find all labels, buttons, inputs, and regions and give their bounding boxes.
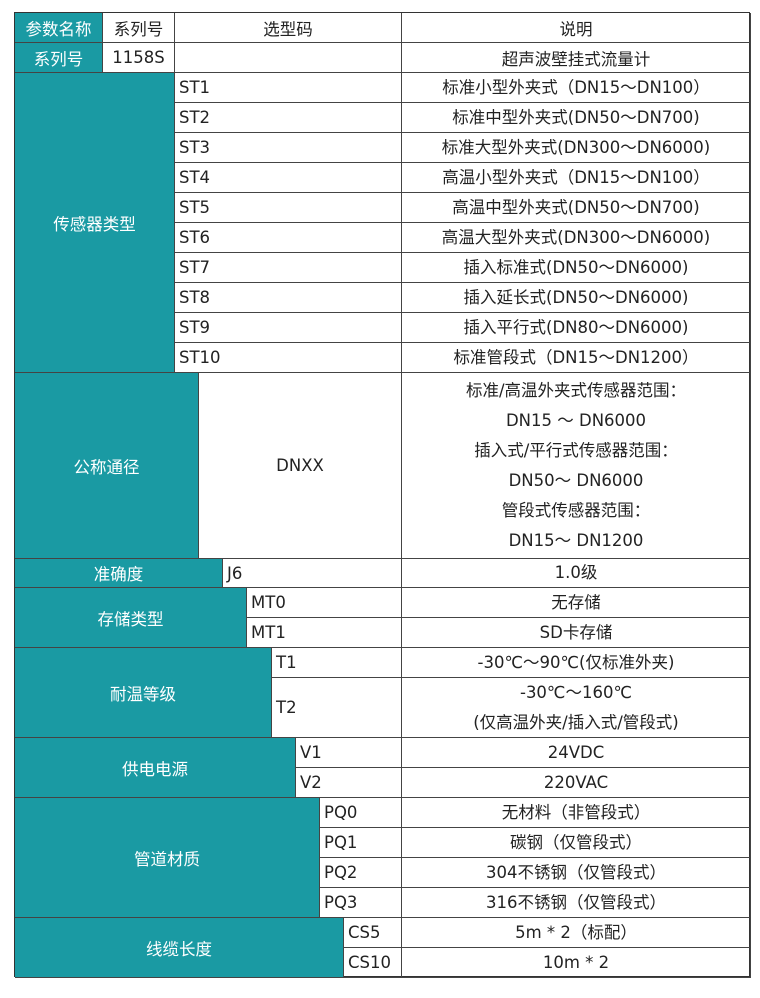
option-code: PQ1 (320, 828, 402, 858)
option-code: T1 (272, 648, 402, 678)
option-code: ST10 (175, 343, 402, 373)
description-cell: 316不锈钢（仅管段式） (402, 888, 751, 918)
group-label: 传感器类型 (15, 73, 175, 373)
option-code: MT1 (247, 618, 402, 648)
option-code: DNXX (199, 373, 402, 559)
description-line: DN50～ DN6000 (508, 470, 644, 490)
description-cell: 标准大型外夹式(DN300～DN6000) (402, 133, 751, 163)
option-code: ST1 (175, 73, 402, 103)
description-cell: 高温小型外夹式（DN15～DN100） (402, 163, 751, 193)
option-code: PQ0 (320, 798, 402, 828)
selection-table: 参数名称 系列号 选型码 说明 系列号 1158S 超声波壁挂式流量计 传感器类型 ST1 标准小… (14, 12, 751, 978)
description-cell: -30℃～160℃ (仅高温外夹/插入式/管段式) (402, 678, 751, 738)
description-cell: 标准中型外夹式(DN50～DN700) (402, 103, 751, 133)
description-cell: 1.0级 (402, 559, 751, 588)
option-code: CS5 (344, 918, 402, 948)
group-label: 耐温等级 (15, 648, 272, 738)
description-line: 标准/高温外夹式传感器范围： (465, 380, 687, 400)
description-cell: 插入标准式(DN50～DN6000) (402, 253, 751, 283)
option-code: PQ2 (320, 858, 402, 888)
series-label: 系列号 (15, 43, 103, 73)
series-description: 超声波壁挂式流量计 (402, 43, 751, 73)
description-cell: 304不锈钢（仅管段式） (402, 858, 751, 888)
header-code: 选型码 (175, 13, 402, 43)
group-label: 管道材质 (15, 798, 320, 918)
group-label: 存储类型 (15, 588, 247, 648)
description-cell: 高温大型外夹式(DN300～DN6000) (402, 223, 751, 253)
description-line: 标准管段式（DN15～DN1200） (453, 347, 699, 367)
description-line: 220VAC (543, 772, 609, 792)
description-cell: 24VDC (402, 738, 751, 768)
description-line: 无存储 (551, 592, 601, 612)
description-line: 插入式/平行式传感器范围： (474, 440, 678, 460)
description-line: 高温小型外夹式（DN15～DN100） (442, 167, 710, 187)
series-code: 1158S (103, 43, 175, 73)
description-line: -30℃～160℃ (519, 682, 632, 702)
header-description: 说明 (402, 13, 751, 43)
description-line: 高温中型外夹式(DN50～DN700) (452, 197, 700, 217)
option-code: V1 (296, 738, 402, 768)
group-label: 供电电源 (15, 738, 296, 798)
description-cell: 10m * 2 (402, 948, 751, 978)
option-code: ST3 (175, 133, 402, 163)
option-code: J6 (223, 559, 402, 588)
description-line: 5m * 2（标配） (515, 922, 637, 942)
description-cell: 220VAC (402, 768, 751, 798)
description-cell: 标准小型外夹式（DN15～DN100） (402, 73, 751, 103)
group-label: 准确度 (15, 559, 223, 588)
description-line: 无材料（非管段式） (501, 802, 651, 822)
option-code: ST5 (175, 193, 402, 223)
description-line: 24VDC (547, 742, 605, 762)
description-cell: 5m * 2（标配） (402, 918, 751, 948)
description-line: 管段式传感器范围： (501, 500, 651, 520)
description-line: -30℃～90℃(仅标准外夹) (477, 652, 675, 672)
description-line: (仅高温外夹/插入式/管段式) (473, 712, 679, 732)
description-line: DN15 ～ DN6000 (505, 410, 647, 430)
option-code: PQ3 (320, 888, 402, 918)
description-cell: SD卡存储 (402, 618, 751, 648)
description-line: 标准小型外夹式（DN15～DN100） (442, 77, 710, 97)
header-param-name: 参数名称 (15, 13, 103, 43)
description-line: DN15～ DN1200 (508, 530, 644, 550)
option-code: ST9 (175, 313, 402, 343)
option-code: V2 (296, 768, 402, 798)
description-cell: 碳钢（仅管段式） (402, 828, 751, 858)
description-cell: 无存储 (402, 588, 751, 618)
option-code: ST6 (175, 223, 402, 253)
header-series: 系列号 (103, 13, 175, 43)
description-cell: 标准/高温外夹式传感器范围： DN15 ～ DN6000 插入式/平行式传感器范围：… (402, 373, 751, 559)
series-empty (175, 43, 402, 73)
description-line: 高温大型外夹式(DN300～DN6000) (441, 227, 711, 247)
description-line: 1.0级 (554, 563, 598, 582)
option-code: ST4 (175, 163, 402, 193)
group-label: 公称通径 (15, 373, 199, 559)
description-cell: 插入平行式(DN80～DN6000) (402, 313, 751, 343)
option-code: T2 (272, 678, 402, 738)
description-cell: 高温中型外夹式(DN50～DN700) (402, 193, 751, 223)
option-code: ST8 (175, 283, 402, 313)
description-cell: 插入延长式(DN50～DN6000) (402, 283, 751, 313)
option-code: ST2 (175, 103, 402, 133)
description-line: 碳钢（仅管段式） (510, 832, 642, 852)
description-line: 插入延长式(DN50～DN6000) (463, 287, 689, 307)
option-code: ST7 (175, 253, 402, 283)
description-line: SD卡存储 (539, 622, 613, 642)
description-line: 标准大型外夹式(DN300～DN6000) (441, 137, 711, 157)
option-code: MT0 (247, 588, 402, 618)
description-cell: 无材料（非管段式） (402, 798, 751, 828)
option-code: CS10 (344, 948, 402, 978)
description-line: 316不锈钢（仅管段式） (486, 892, 666, 912)
group-label: 线缆长度 (15, 918, 344, 978)
description-cell: -30℃～90℃(仅标准外夹) (402, 648, 751, 678)
description-cell: 标准管段式（DN15～DN1200） (402, 343, 751, 373)
description-line: 304不锈钢（仅管段式） (486, 862, 666, 882)
description-line: 10m * 2 (542, 952, 610, 972)
description-line: 插入平行式(DN80～DN6000) (463, 317, 689, 337)
description-line: 标准中型外夹式(DN50～DN700) (452, 107, 700, 127)
description-line: 插入标准式(DN50～DN6000) (463, 257, 689, 277)
